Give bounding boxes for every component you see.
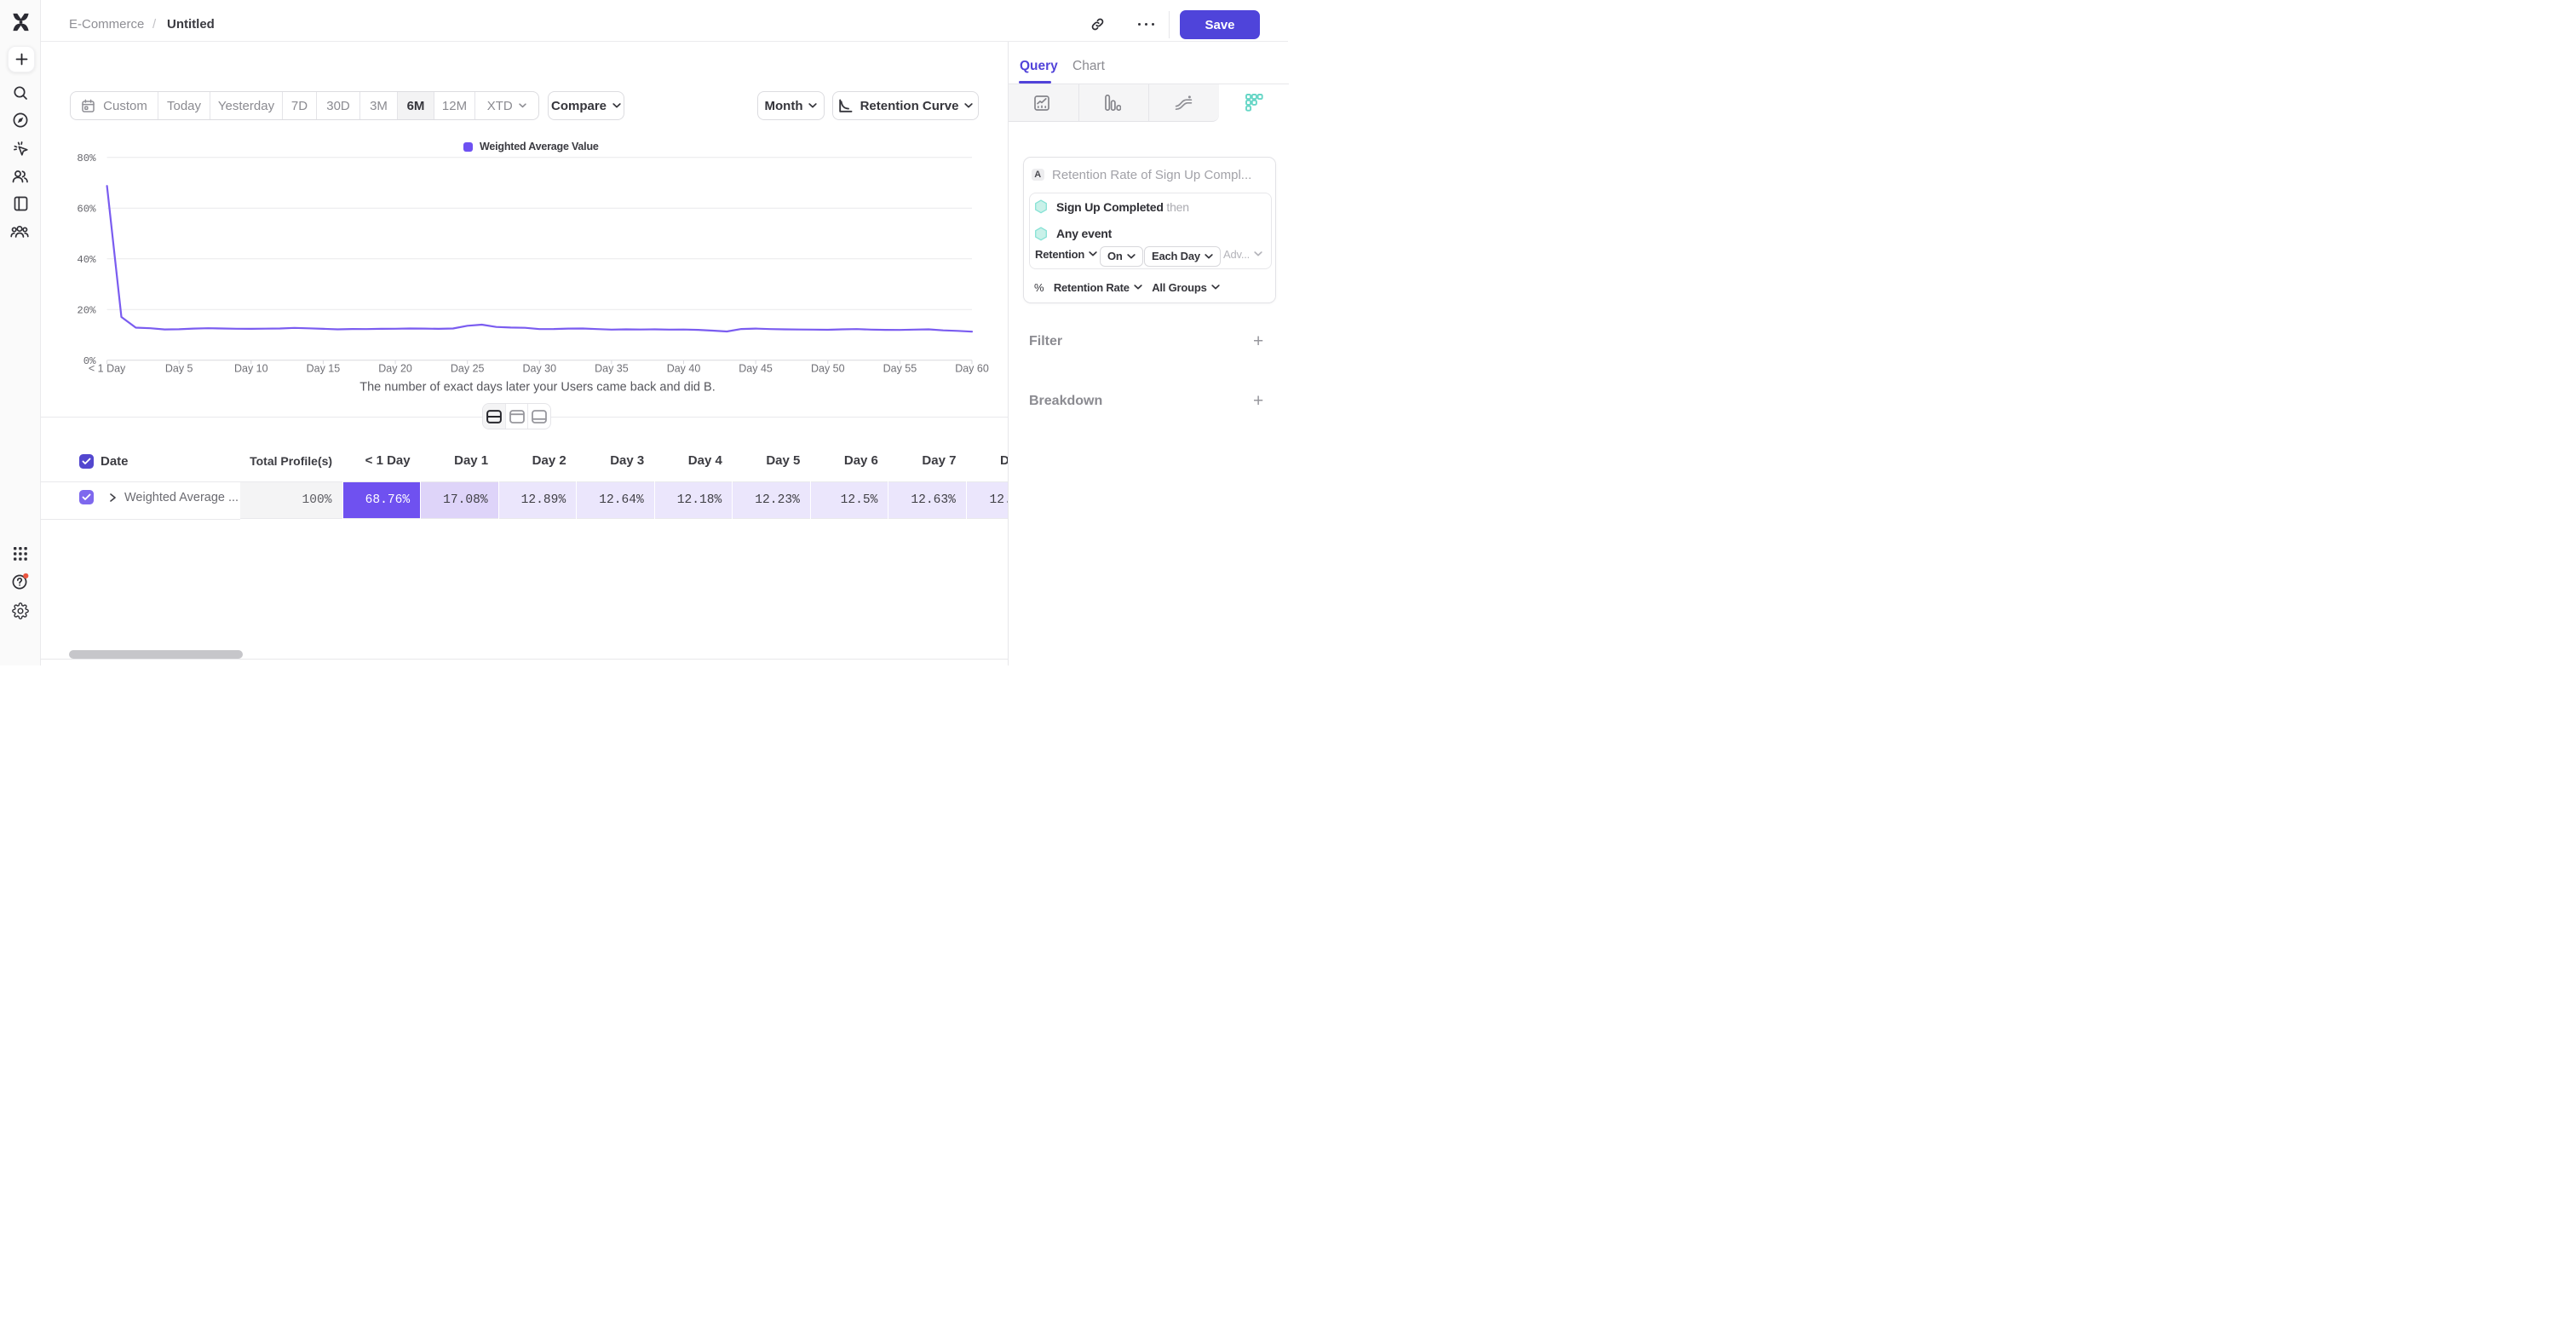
svg-text:The number of exact days later: The number of exact days later your User…: [359, 381, 715, 395]
svg-text:60%: 60%: [77, 204, 96, 216]
svg-text:80%: 80%: [77, 153, 96, 164]
svg-text:Day 60: Day 60: [955, 362, 989, 374]
svg-text:Day 45: Day 45: [739, 362, 773, 374]
svg-text:Day 5: Day 5: [165, 362, 193, 374]
svg-text:Day 50: Day 50: [811, 362, 845, 374]
svg-text:Day 20: Day 20: [378, 362, 412, 374]
svg-text:Day 30: Day 30: [522, 362, 556, 374]
svg-text:Day 40: Day 40: [667, 362, 701, 374]
svg-text:0%: 0%: [83, 355, 96, 367]
svg-text:Day 35: Day 35: [595, 362, 629, 374]
svg-text:40%: 40%: [77, 254, 96, 266]
svg-text:Day 15: Day 15: [307, 362, 341, 374]
svg-text:Day 10: Day 10: [234, 362, 268, 374]
svg-text:20%: 20%: [77, 305, 96, 317]
svg-text:Day 55: Day 55: [883, 362, 917, 374]
svg-text:Day 25: Day 25: [451, 362, 485, 374]
svg-text:< 1 Day: < 1 Day: [89, 362, 126, 374]
